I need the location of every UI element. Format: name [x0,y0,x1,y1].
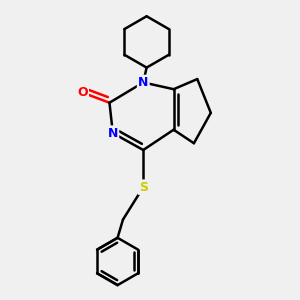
Text: N: N [138,76,148,89]
Text: O: O [77,86,88,99]
Text: S: S [139,181,148,194]
Text: N: N [108,127,118,140]
